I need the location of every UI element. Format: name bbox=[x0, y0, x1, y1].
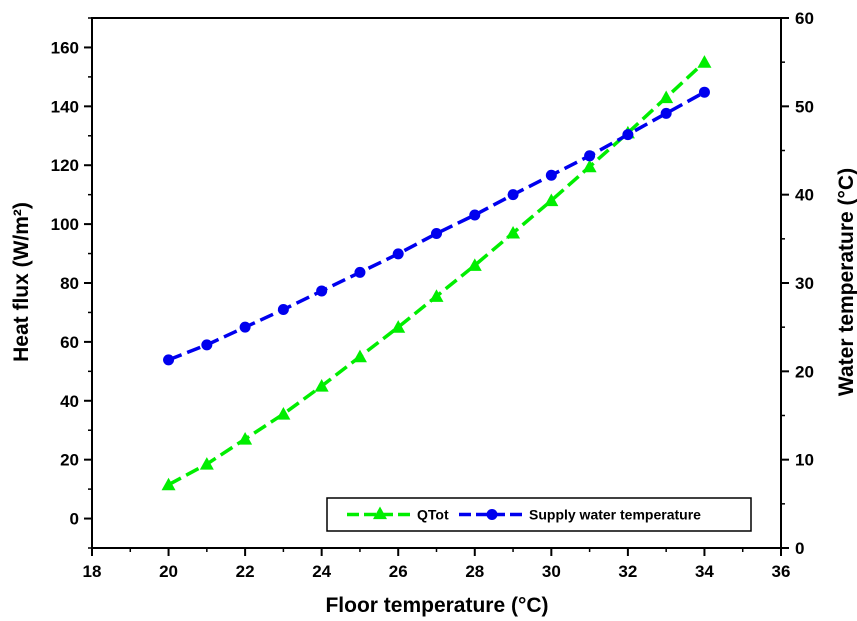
x-tick-label: 20 bbox=[159, 562, 178, 581]
y-tick-label: 0 bbox=[70, 510, 79, 529]
y2-tick-label: 10 bbox=[795, 451, 814, 470]
data-point-supply-water-temperature bbox=[660, 107, 672, 119]
x-tick-label: 30 bbox=[542, 562, 561, 581]
data-point-qtot bbox=[199, 457, 214, 470]
legend-marker-qtot bbox=[373, 506, 387, 520]
data-point-supply-water-temperature bbox=[469, 209, 481, 221]
x-tick-label: 22 bbox=[236, 562, 255, 581]
data-point-supply-water-temperature bbox=[698, 86, 710, 98]
data-point-qtot bbox=[697, 55, 712, 68]
data-point-qtot bbox=[582, 159, 597, 173]
data-point-qtot bbox=[506, 225, 521, 239]
data-point-supply-water-temperature bbox=[431, 228, 442, 240]
data-point-qtot bbox=[314, 379, 329, 392]
data-point-qtot bbox=[467, 258, 482, 271]
y2-tick-label: 30 bbox=[795, 274, 814, 293]
data-point-qtot bbox=[659, 90, 674, 104]
data-point-supply-water-temperature bbox=[354, 266, 366, 278]
data-point-qtot bbox=[238, 432, 253, 445]
y-tick-label: 100 bbox=[51, 215, 79, 234]
data-point-supply-water-temperature bbox=[277, 304, 289, 315]
legend: QTot Supply water temperature bbox=[326, 497, 752, 532]
data-point-supply-water-temperature bbox=[392, 248, 404, 260]
y2-tick-label: 20 bbox=[795, 362, 814, 381]
axes-layer: 18 20 22 24 26 28 30 32 34 3602040608010012014016… bbox=[51, 9, 814, 581]
data-point-qtot bbox=[161, 477, 176, 491]
data-point-qtot bbox=[544, 193, 559, 207]
y-tick-label: 20 bbox=[60, 451, 79, 470]
data-point-supply-water-temperature bbox=[507, 189, 519, 201]
y-tick-label: 160 bbox=[51, 38, 79, 57]
data-point-qtot bbox=[352, 349, 367, 363]
y2-tick-label: 40 bbox=[795, 186, 814, 205]
y-tick-label: 60 bbox=[60, 333, 79, 352]
legend-marker-supply-water-temperature bbox=[486, 509, 498, 520]
y-tick-label: 80 bbox=[60, 274, 79, 293]
legend-box bbox=[326, 497, 752, 532]
data-point-qtot bbox=[276, 407, 291, 420]
y2-tick-label: 0 bbox=[795, 539, 804, 558]
x-tick-label: 36 bbox=[772, 562, 791, 581]
y2-axis-title: Water temperature (°C) bbox=[835, 168, 857, 396]
data-point-supply-water-temperature bbox=[201, 339, 213, 351]
y2-tick-label: 50 bbox=[795, 97, 814, 116]
series-layer bbox=[161, 55, 712, 491]
data-point-qtot bbox=[429, 289, 444, 302]
y-axis-title: Heat flux (W/m²) bbox=[10, 202, 33, 362]
legend-label-supply-water-temperature: Supply water temperature bbox=[529, 507, 701, 523]
x-tick-label: 26 bbox=[389, 562, 408, 581]
x-tick-label: 32 bbox=[618, 562, 637, 581]
y2-tick-label: 60 bbox=[795, 9, 814, 28]
data-point-supply-water-temperature bbox=[316, 285, 328, 297]
x-axis-title: Floor temperature (°C) bbox=[325, 594, 548, 617]
series-line-qtot bbox=[167, 60, 706, 487]
x-tick-label: 34 bbox=[695, 562, 714, 581]
data-point-supply-water-temperature bbox=[239, 321, 251, 333]
y-tick-label: 140 bbox=[51, 97, 79, 116]
x-tick-label: 28 bbox=[465, 562, 484, 581]
data-point-supply-water-temperature bbox=[584, 150, 596, 162]
data-point-supply-water-temperature bbox=[622, 129, 634, 141]
data-point-supply-water-temperature bbox=[545, 169, 557, 181]
data-point-qtot bbox=[391, 320, 406, 333]
legend-label-qtot: QTot bbox=[417, 507, 449, 523]
data-point-supply-water-temperature bbox=[163, 354, 175, 366]
x-tick-label: 24 bbox=[312, 562, 331, 581]
x-tick-label: 18 bbox=[83, 562, 102, 581]
y-tick-label: 40 bbox=[60, 392, 79, 411]
y-tick-label: 120 bbox=[51, 156, 79, 175]
